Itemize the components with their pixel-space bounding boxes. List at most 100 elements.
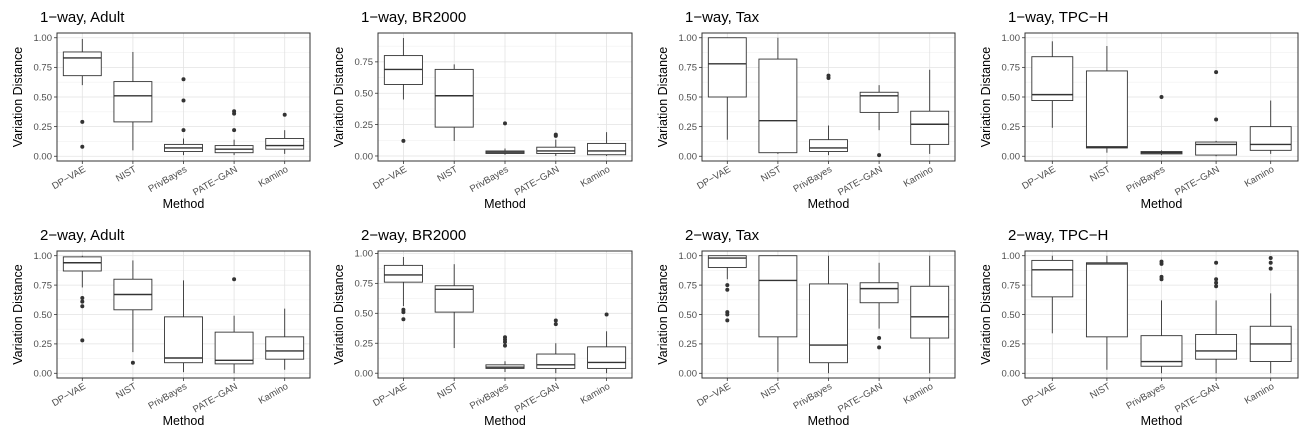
box-body (434, 285, 474, 313)
box-body (113, 81, 153, 123)
box-4 (910, 255, 950, 374)
x-tick-label: Kamino (579, 381, 612, 407)
x-tick-label: DP−VAE (50, 381, 88, 409)
x-tick-label: PATE−GAN (191, 381, 240, 415)
y-axis-label: Variation Distance (11, 264, 25, 365)
y-tick-label: 0.00 (355, 151, 374, 162)
x-tick-label: Kamino (257, 381, 290, 407)
outlier-point (503, 121, 507, 126)
outlier-point (401, 310, 406, 315)
box-4 (1249, 256, 1292, 374)
box-body (214, 331, 254, 365)
y-tick-label: 0.50 (355, 89, 374, 100)
x-tick-label: DP−VAE (1020, 164, 1058, 192)
y-tick-label: 0.50 (679, 310, 698, 321)
box-2 (485, 335, 525, 373)
box-2 (485, 121, 525, 155)
outlier-point (282, 112, 287, 117)
outlier-point (877, 153, 882, 158)
y-tick-label: 1.00 (1002, 251, 1021, 262)
panel-title: 1−way, BR2000 (361, 9, 466, 26)
outlier-point (232, 277, 237, 282)
x-tick-label: DP−VAE (371, 164, 409, 192)
y-tick-label: 0.00 (1002, 369, 1021, 380)
outlier-point (503, 340, 507, 345)
y-tick-label: 0.25 (34, 122, 53, 133)
y-axis-label: Variation Distance (11, 47, 25, 148)
y-tick-label: 0.75 (679, 280, 698, 291)
outlier-point (80, 119, 85, 124)
outlier-point (232, 111, 237, 116)
box-0 (1031, 255, 1074, 334)
x-tick-label: DP−VAE (371, 381, 409, 409)
x-tick-label: PrivBayes (1124, 381, 1167, 412)
outlier-point (1214, 70, 1219, 75)
y-tick-label: 0.75 (1002, 280, 1021, 291)
box-1 (113, 51, 153, 151)
y-axis-label: Variation Distance (332, 47, 346, 148)
outlier-point (181, 128, 186, 133)
chart-panel: 0.00 0.25 0.50 0.75 1.00 DP−VAE NIST PrivBayes P… (656, 227, 956, 428)
outlier-point (877, 336, 882, 341)
box-body (1085, 262, 1128, 338)
box-body (809, 139, 848, 152)
x-tick-label: NIST (1088, 164, 1112, 184)
x-tick-label: NIST (1088, 381, 1112, 401)
y-axis-label: Variation Distance (656, 47, 670, 148)
box-1 (1085, 255, 1128, 370)
outlier-point (1268, 266, 1273, 271)
x-tick-label: PrivBayes (1124, 164, 1167, 195)
chart-panel: 0.00 0.25 0.50 0.75 DP−VAE NIST PrivBayes PATE−… (332, 9, 633, 211)
outlier-point (604, 312, 609, 317)
outlier-point (80, 299, 85, 304)
chart-panel: 0.00 0.25 0.50 0.75 1.00 DP−VAE NIST PrivBayes P… (656, 9, 956, 211)
y-tick-label: 0.50 (1002, 310, 1021, 321)
box-4 (587, 312, 627, 374)
y-tick-label: 0.75 (1002, 63, 1021, 74)
box-body (536, 353, 576, 369)
outlier-point (130, 360, 135, 365)
y-tick-label: 1.00 (34, 33, 53, 44)
box-4 (587, 132, 627, 156)
x-axis-label: Method (1141, 197, 1183, 211)
y-tick-label: 0.50 (679, 92, 698, 103)
x-tick-label: NIST (759, 164, 783, 184)
outlier-point (80, 304, 85, 309)
y-tick-label: 1.00 (355, 249, 374, 260)
y-tick-label: 0.25 (1002, 122, 1021, 133)
x-axis-label: Method (163, 414, 205, 428)
x-tick-label: PrivBayes (468, 381, 511, 412)
y-tick-label: 0.25 (679, 339, 698, 350)
outlier-point (1214, 277, 1219, 282)
y-tick-label: 0.00 (355, 369, 374, 380)
box-body (265, 336, 305, 360)
y-axis-label: Variation Distance (656, 264, 670, 365)
y-tick-label: 0.25 (679, 122, 698, 133)
y-tick-label: 1.00 (34, 251, 53, 262)
outlier-point (80, 338, 85, 343)
y-tick-label: 0.00 (34, 369, 53, 380)
x-tick-label: Kamino (902, 381, 935, 407)
x-tick-label: PrivBayes (791, 381, 834, 412)
box-body (62, 51, 102, 77)
outlier-point (1214, 117, 1219, 122)
outlier-point (725, 287, 730, 292)
x-tick-label: Kamino (1243, 381, 1276, 407)
x-tick-label: PATE−GAN (836, 164, 885, 198)
outlier-point (1214, 284, 1219, 289)
box-4 (265, 112, 305, 154)
chart-panel: 0.00 0.25 0.50 0.75 1.00 DP−VAE NIST PrivBayes P… (11, 227, 311, 428)
box-body (1195, 141, 1238, 156)
box-4 (265, 308, 305, 370)
x-tick-label: DP−VAE (695, 164, 733, 192)
x-axis-label: Method (808, 414, 850, 428)
x-tick-label: PrivBayes (468, 164, 511, 195)
box-body (758, 58, 798, 154)
y-tick-label: 0.75 (34, 63, 53, 74)
outlier-point (401, 317, 406, 322)
y-tick-label: 0.50 (1002, 92, 1021, 103)
box-0 (62, 255, 102, 343)
outlier-point (80, 296, 85, 301)
panel-title: 1−way, Adult (40, 9, 125, 26)
x-tick-label: NIST (435, 164, 459, 184)
